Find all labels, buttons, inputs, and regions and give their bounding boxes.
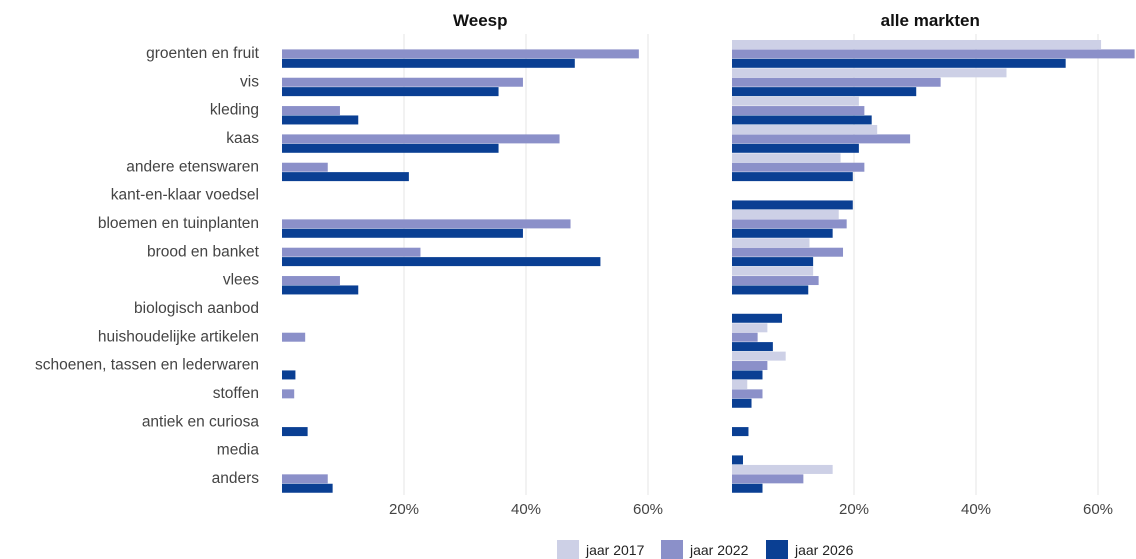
bar bbox=[732, 313, 783, 323]
category-label: bloemen en tuinplanten bbox=[98, 215, 259, 232]
bar bbox=[732, 96, 859, 106]
bar bbox=[732, 247, 844, 257]
bar bbox=[282, 276, 340, 286]
bar bbox=[732, 134, 911, 144]
bar bbox=[282, 427, 308, 437]
tick-label: 20% bbox=[389, 501, 419, 518]
legend-label: jaar 2022 bbox=[689, 542, 749, 558]
bar bbox=[732, 115, 872, 125]
bar bbox=[282, 115, 359, 125]
bar bbox=[732, 200, 853, 210]
bar bbox=[732, 162, 865, 172]
category-label: anders bbox=[212, 470, 260, 487]
bar bbox=[282, 49, 639, 59]
bar bbox=[732, 209, 839, 219]
legend: jaar 2017 jaar 2022 jaar 2026 bbox=[557, 540, 854, 559]
bar bbox=[732, 257, 814, 267]
bar bbox=[732, 58, 1066, 68]
category-label: vlees bbox=[223, 272, 259, 289]
bar bbox=[732, 276, 819, 286]
legend-swatch bbox=[557, 540, 579, 559]
bar bbox=[732, 323, 768, 333]
category-label: biologisch aanbod bbox=[134, 300, 259, 317]
bar bbox=[282, 257, 601, 267]
bar bbox=[732, 238, 810, 248]
bar bbox=[732, 351, 786, 361]
category-label: groenten en fruit bbox=[146, 45, 260, 62]
bar bbox=[282, 143, 499, 153]
legend-swatch bbox=[766, 540, 788, 559]
bar bbox=[732, 398, 752, 408]
bar bbox=[732, 77, 941, 87]
bar bbox=[282, 134, 560, 144]
bar bbox=[732, 464, 833, 474]
tick-label: 60% bbox=[633, 501, 663, 518]
bar bbox=[732, 87, 917, 97]
bar bbox=[732, 266, 814, 276]
bar bbox=[282, 106, 340, 116]
bar bbox=[732, 361, 768, 371]
bar bbox=[732, 49, 1135, 59]
bar bbox=[732, 143, 859, 153]
bar bbox=[732, 124, 878, 134]
bar bbox=[732, 389, 763, 399]
category-label: kleding bbox=[210, 102, 259, 119]
bar bbox=[282, 370, 296, 380]
bar bbox=[282, 389, 295, 399]
category-label: antiek en curiosa bbox=[142, 413, 260, 430]
legend-swatch bbox=[661, 540, 683, 559]
bar bbox=[282, 332, 306, 342]
category-label: vis bbox=[240, 73, 259, 90]
panel-title: Weesp bbox=[453, 11, 508, 30]
bar bbox=[282, 172, 409, 182]
panel: alle markten 20% 40% 60% bbox=[732, 11, 1135, 518]
legend-label: jaar 2026 bbox=[794, 542, 854, 558]
category-label: media bbox=[217, 442, 260, 459]
bar bbox=[732, 68, 1007, 78]
category-label: kaas bbox=[226, 130, 259, 147]
bar bbox=[732, 228, 833, 238]
bar bbox=[282, 58, 575, 68]
panel: Weesp 20% 40% 60% bbox=[282, 11, 663, 518]
bar bbox=[732, 106, 865, 116]
bar bbox=[732, 219, 847, 229]
bar bbox=[732, 474, 804, 484]
bar bbox=[732, 332, 758, 342]
tick-label: 40% bbox=[961, 501, 991, 518]
bar bbox=[732, 153, 841, 163]
bar bbox=[732, 379, 748, 389]
tick-label: 20% bbox=[839, 501, 869, 518]
category-label: schoenen, tassen en lederwaren bbox=[35, 357, 259, 374]
category-label: huishoudelijke artikelen bbox=[98, 328, 259, 345]
bar bbox=[282, 162, 328, 172]
bar bbox=[282, 77, 523, 87]
panel-title: alle markten bbox=[881, 11, 980, 30]
category-label: kant-en-klaar voedsel bbox=[111, 187, 259, 204]
bar bbox=[732, 172, 853, 182]
bar bbox=[732, 370, 763, 380]
category-label: stoffen bbox=[213, 385, 259, 402]
bar bbox=[732, 40, 1102, 49]
bar bbox=[282, 219, 571, 229]
bar bbox=[282, 483, 333, 493]
bar bbox=[732, 455, 743, 465]
bar bbox=[282, 87, 499, 97]
category-label: brood en banket bbox=[147, 243, 260, 260]
bar bbox=[732, 342, 773, 352]
bar bbox=[282, 474, 328, 484]
bar bbox=[282, 228, 523, 238]
legend-label: jaar 2017 bbox=[585, 542, 645, 558]
bar bbox=[282, 247, 421, 257]
category-label: andere etenswaren bbox=[126, 158, 259, 175]
chart-panels: Weesp 20% 40% 60% alle markten 20% 40% 60% bbox=[282, 11, 1135, 518]
bar bbox=[732, 285, 809, 295]
bar bbox=[732, 427, 749, 437]
tick-label: 60% bbox=[1083, 501, 1113, 518]
category-labels: groenten en fruit vis kleding kaas andere et… bbox=[35, 45, 260, 487]
bar bbox=[732, 483, 763, 493]
bar bbox=[282, 285, 359, 295]
tick-label: 40% bbox=[511, 501, 541, 518]
